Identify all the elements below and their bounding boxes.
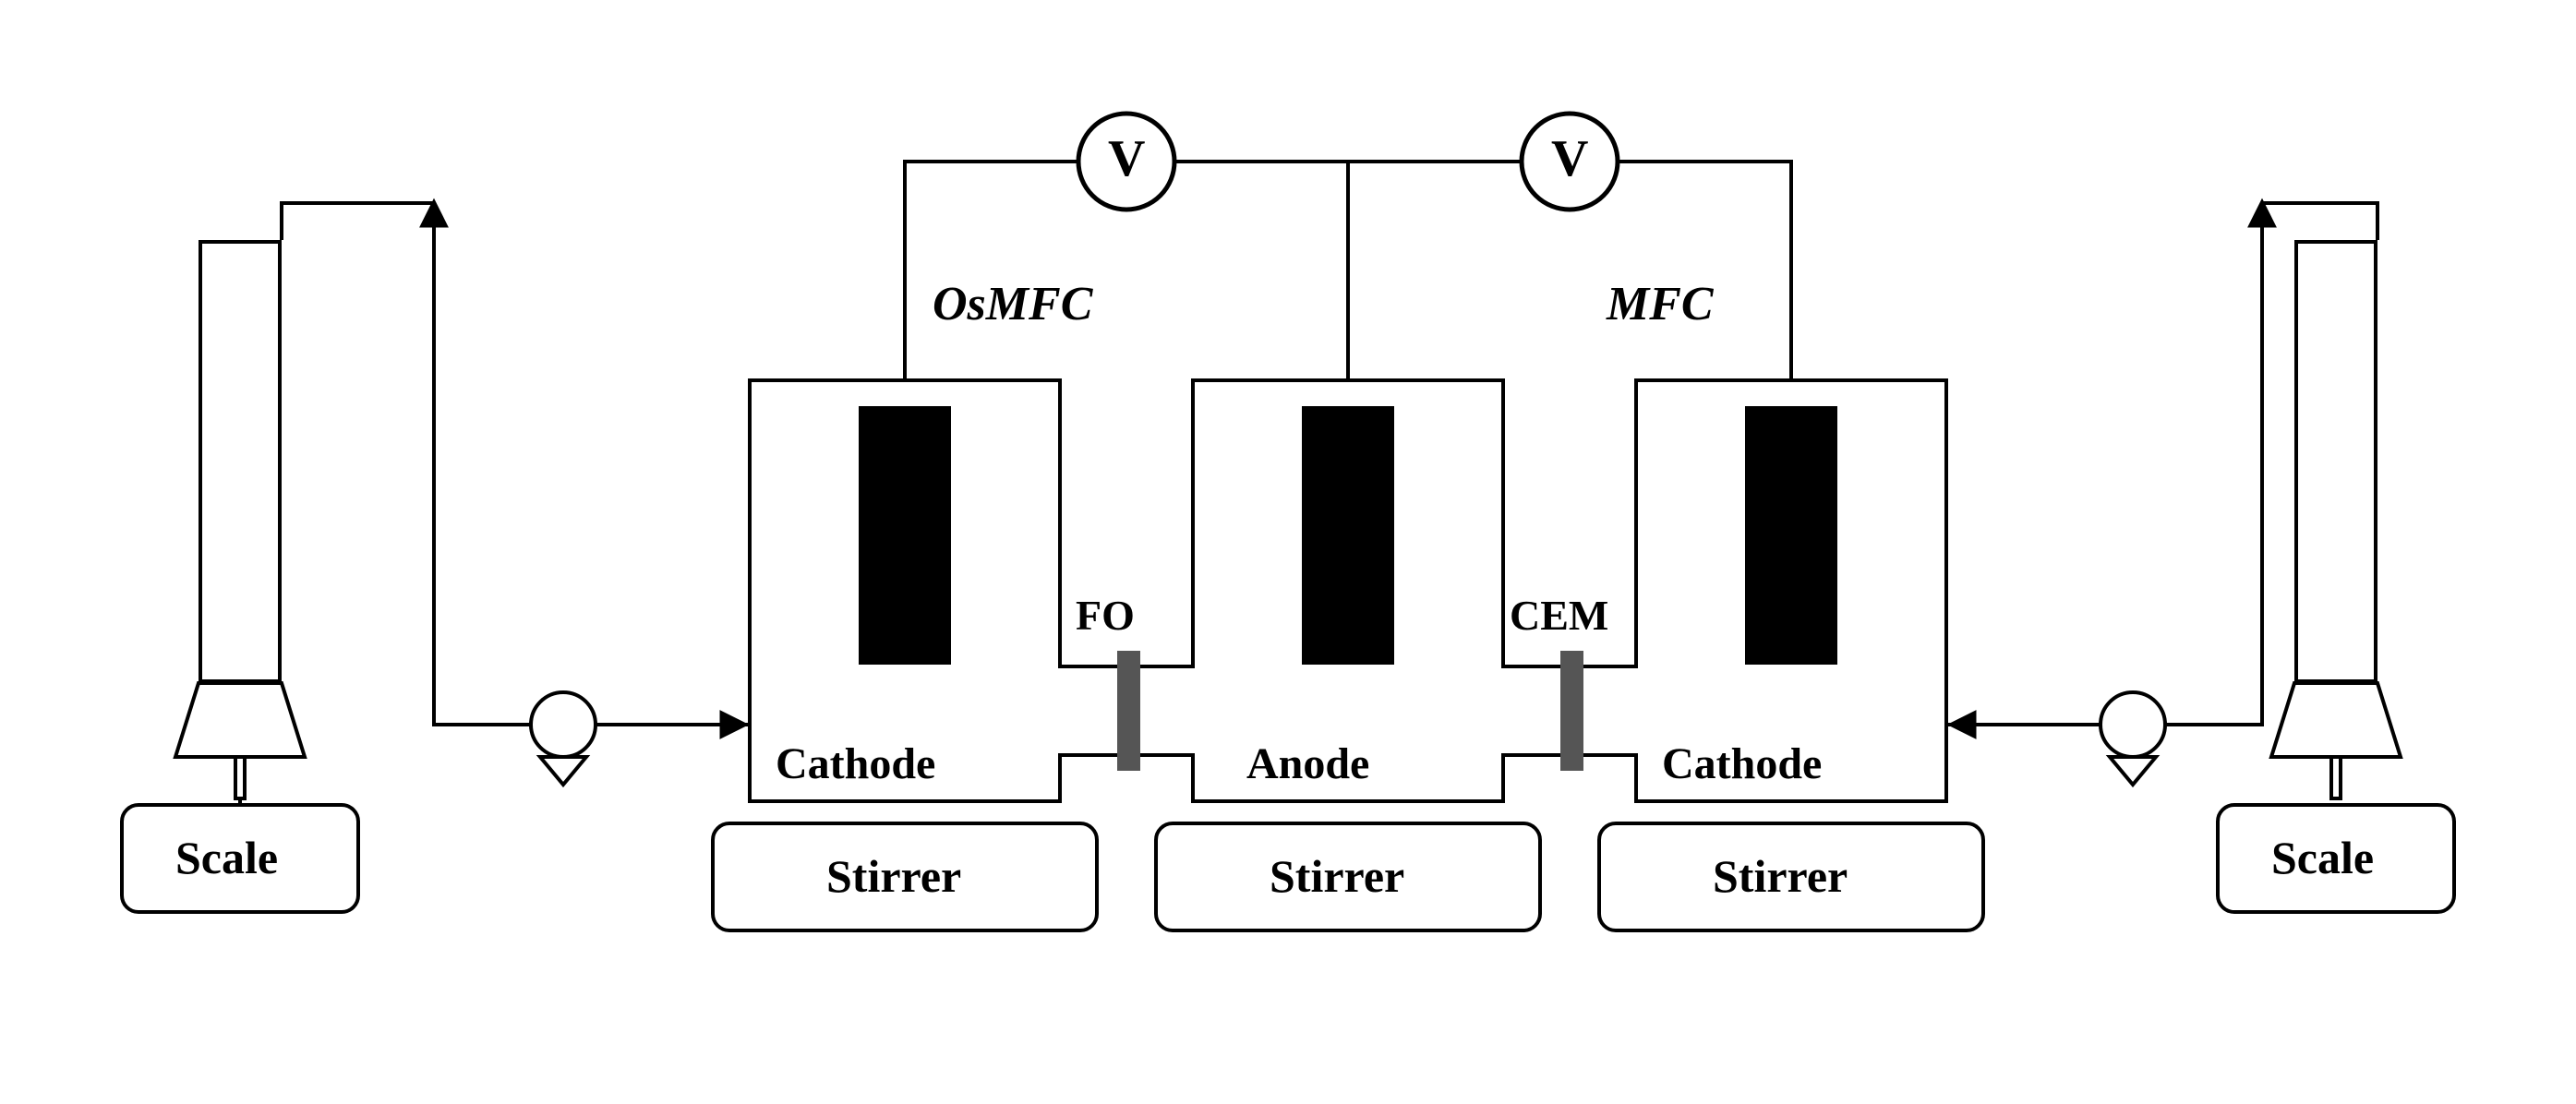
membrane-cem (1560, 651, 1583, 771)
header-osmfc: OsMFC (933, 277, 1092, 331)
label-stirrer-center: Stirrer (1270, 849, 1404, 903)
label-stirrer-left: Stirrer (826, 849, 961, 903)
label-cem: CEM (1510, 591, 1608, 640)
label-stirrer-right: Stirrer (1713, 849, 1848, 903)
electrode-cathode-left (859, 406, 951, 665)
label-cathode-left: Cathode (776, 738, 935, 789)
header-mfc: MFC (1607, 277, 1714, 331)
label-fo: FO (1076, 591, 1135, 640)
label-scale-left: Scale (175, 831, 278, 884)
label-anode: Anode (1246, 738, 1369, 789)
voltmeter-left-label: V (1108, 129, 1145, 188)
burette-right (2294, 240, 2377, 683)
label-scale-right: Scale (2271, 831, 2374, 884)
burette-left (199, 240, 282, 683)
electrode-anode (1302, 406, 1394, 665)
voltmeter-right-label: V (1551, 129, 1588, 188)
membrane-fo (1117, 651, 1140, 771)
label-cathode-right: Cathode (1662, 738, 1822, 789)
electrode-cathode-right (1745, 406, 1837, 665)
schematic-diagram: OsMFC MFC FO CEM Cathode Anode Cathode S… (0, 0, 2576, 1104)
